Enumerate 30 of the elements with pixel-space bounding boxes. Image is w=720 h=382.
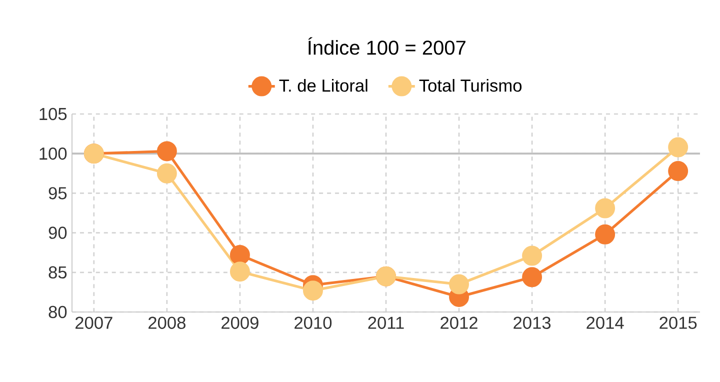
point xyxy=(302,280,323,301)
point xyxy=(595,224,616,244)
point xyxy=(595,198,616,218)
point xyxy=(230,244,250,265)
y-tick-label: 100 xyxy=(40,147,67,160)
legend-label: Total Turismo xyxy=(419,79,522,92)
x-tick-label: 2011 xyxy=(368,316,404,329)
y-tick-label: 80 xyxy=(48,306,67,318)
point xyxy=(668,161,688,182)
point xyxy=(522,246,542,266)
point xyxy=(156,163,177,184)
x-tick-label: 2009 xyxy=(222,316,258,329)
point xyxy=(522,267,542,288)
x-tick-label: 2012 xyxy=(440,316,478,329)
point xyxy=(668,137,688,158)
x-tick-label: 2007 xyxy=(76,316,112,329)
y-tick-label: 85 xyxy=(48,266,67,279)
point xyxy=(230,262,250,282)
y-tick-label: 90 xyxy=(48,226,67,239)
chart-title: Índice 100 = 2007 xyxy=(308,37,466,55)
x-tick-label: 2014 xyxy=(586,316,624,329)
x-tick-label: 2015 xyxy=(660,316,697,329)
y-tick-label: 95 xyxy=(48,187,67,200)
point xyxy=(156,141,177,162)
point xyxy=(449,274,470,294)
x-tick-label: 2013 xyxy=(514,316,551,329)
x-tick-label: 2008 xyxy=(148,316,186,329)
x-tick-label: 2010 xyxy=(294,316,332,329)
y-tick-label: 105 xyxy=(40,108,67,120)
legend-label: T. de Litoral xyxy=(279,79,368,92)
